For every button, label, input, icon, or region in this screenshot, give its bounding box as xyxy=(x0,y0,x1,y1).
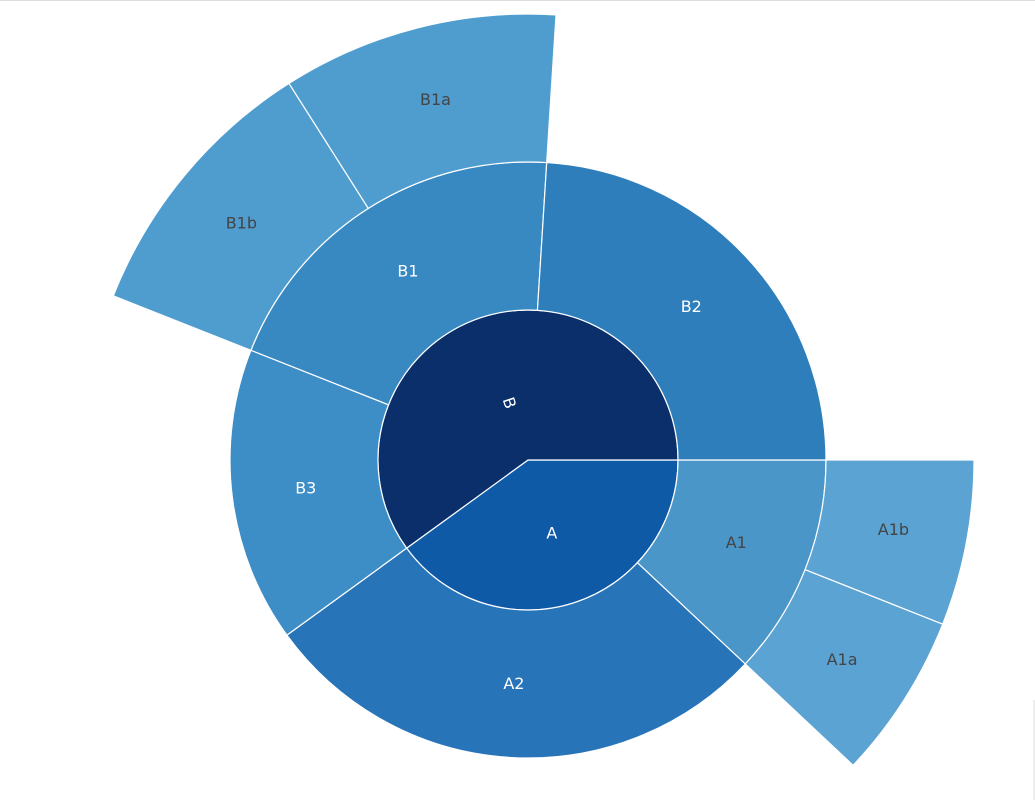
label-a1b: A1b xyxy=(878,520,909,539)
sector-a2[interactable] xyxy=(286,547,747,759)
label-b1: B1 xyxy=(397,261,418,280)
label-b1a: B1a xyxy=(420,90,451,109)
top-border xyxy=(0,0,1035,1)
sector-b3[interactable] xyxy=(229,349,408,636)
sector-b2[interactable] xyxy=(536,161,827,461)
sector-b1a[interactable] xyxy=(288,13,557,210)
label-a1a: A1a xyxy=(827,650,858,669)
sector-a1a[interactable] xyxy=(744,568,944,767)
right-border xyxy=(1033,700,1035,800)
label-a1: A1 xyxy=(726,533,747,552)
label-b1b: B1b xyxy=(226,213,257,232)
label-b3: B3 xyxy=(295,479,316,498)
label-a2: A2 xyxy=(503,674,524,693)
label-b2: B2 xyxy=(681,297,702,316)
label-a: A xyxy=(546,524,557,543)
